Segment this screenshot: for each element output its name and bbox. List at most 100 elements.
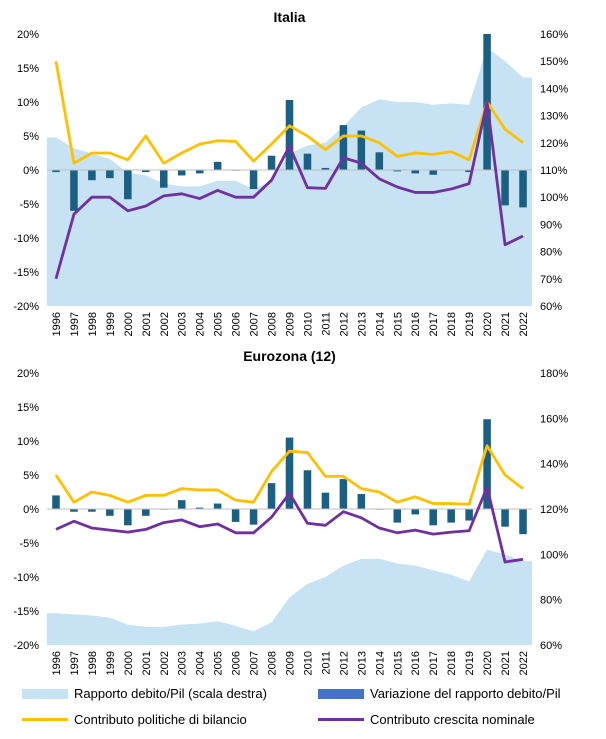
bar-debt-change-2011 [321, 167, 330, 170]
x-tick-label-1996: 1996 [51, 651, 63, 675]
chart-eurozona: Eurozona (12) -20% -15% -10% -5% 0% 5% 10% 15% 20… [13, 348, 568, 675]
line-growth-contribution [54, 100, 524, 280]
y-left-tick-label: 10% [17, 97, 39, 109]
x-tick-label-2006: 2006 [231, 651, 243, 675]
y-right-tick-label: 60% [540, 640, 562, 652]
x-tick-label-1998: 1998 [87, 312, 99, 336]
x-tick-label-2019: 2019 [464, 651, 476, 675]
bar-debt-change-2012 [339, 125, 348, 170]
bar-debt-change-2000 [124, 170, 132, 200]
bar-debt-change-2016 [411, 509, 420, 515]
y-left-tick-label: -5% [19, 538, 39, 550]
y-left-tick-label: -10% [13, 572, 39, 584]
x-tick-label-2012: 2012 [338, 312, 350, 336]
x-tick-label-2021: 2021 [500, 651, 512, 675]
x-tick-label-2022: 2022 [518, 651, 530, 675]
bar-debt-change-1996 [52, 170, 60, 173]
x-tick-label-2000: 2000 [123, 651, 135, 675]
line-growth-contribution [55, 485, 524, 564]
y-right-tick-label: 120% [540, 138, 568, 150]
x-tick-label-2003: 2003 [177, 651, 189, 675]
bar-debt-change-2021 [501, 170, 509, 206]
y-right-tick-label: 70% [540, 274, 562, 286]
x-tick-label-2009: 2009 [285, 651, 297, 675]
y-left-tick-label: -20% [13, 301, 39, 313]
bar-debt-change-2012 [339, 479, 348, 509]
bar-debt-change-2010 [303, 153, 312, 170]
y-left-tick-label: 5% [23, 470, 39, 482]
x-tick-label-2010: 2010 [302, 312, 314, 336]
bar-debt-change-2007 [249, 170, 258, 190]
bar-debt-change-2008 [267, 483, 276, 509]
x-tick-label-2005: 2005 [213, 312, 225, 336]
bar-debt-change-2022 [519, 170, 527, 208]
x-tick-label-1997: 1997 [69, 651, 81, 675]
x-tick-label-2009: 2009 [285, 312, 297, 336]
x-tick-label-2018: 2018 [446, 312, 458, 336]
bar-debt-change-2004 [195, 170, 204, 174]
bar-debt-change-2017 [429, 170, 437, 175]
line-policy-contribution [54, 444, 524, 506]
x-tick-label-1999: 1999 [105, 312, 117, 336]
x-tick-label-2004: 2004 [195, 312, 207, 336]
x-tick-label-2022: 2022 [518, 312, 530, 336]
bar-debt-change-2011 [321, 492, 330, 509]
legend-swatch-bars [318, 688, 364, 699]
bar-debt-change-2000 [124, 509, 132, 526]
bar-debt-change-2013 [357, 130, 366, 170]
bar-debt-change-2010 [303, 470, 312, 509]
x-tick-label-2008: 2008 [267, 651, 279, 675]
bar-debt-change-2002 [159, 170, 168, 188]
area-debt-ratio [47, 47, 532, 306]
x-tick-label-2018: 2018 [446, 651, 458, 675]
bar-debt-change-2022 [519, 509, 527, 535]
x-tick-label-1997: 1997 [69, 312, 81, 336]
x-tick-label-2011: 2011 [320, 312, 332, 336]
y-right-tick-label: 110% [540, 165, 568, 177]
bar-debt-change-2021 [501, 509, 509, 527]
x-tick-label-2003: 2003 [177, 312, 189, 336]
bar-debt-change-2018 [447, 509, 455, 523]
x-tick-label-2008: 2008 [267, 312, 279, 336]
legend-label-area: Rapporto debito/Pil (scala destra) [74, 686, 267, 701]
bar-debt-change-2013 [357, 494, 366, 509]
y-right-tick-label: 100% [540, 192, 568, 204]
x-tick-label-1996: 1996 [51, 312, 63, 336]
bar-debt-change-2001 [142, 509, 150, 516]
legend-label-policy: Contributo politiche di bilancio [74, 712, 247, 727]
x-tick-label-2014: 2014 [374, 312, 386, 336]
y-left-tick-label: -15% [13, 267, 39, 279]
bar-debt-change-2008 [267, 155, 276, 170]
y-right-tick-label: 130% [540, 111, 568, 123]
y-right-tick-label: 60% [540, 301, 562, 313]
bar-debt-change-2004 [195, 507, 204, 509]
bar-debt-change-2006 [231, 509, 240, 522]
bar-debt-change-2020 [483, 419, 491, 509]
x-tick-label-2001: 2001 [141, 312, 153, 336]
y-left-tick-label: 15% [17, 402, 39, 414]
x-tick-label-2013: 2013 [356, 651, 368, 675]
bar-debt-change-2019 [465, 509, 473, 521]
legend-swatch-growth [318, 718, 364, 721]
y-right-tick-label: 160% [540, 413, 568, 425]
bar-debt-change-2015 [393, 509, 402, 523]
legend-item-policy: Contributo politiche di bilancio [22, 712, 247, 727]
legend-swatch-policy [22, 718, 68, 721]
y-left-tick-label: -15% [13, 606, 39, 618]
bar-debt-change-2005 [213, 503, 222, 509]
x-tick-label-2015: 2015 [392, 312, 404, 336]
x-tick-label-2016: 2016 [410, 312, 422, 336]
x-tick-label-2016: 2016 [410, 651, 422, 675]
x-tick-label-2013: 2013 [356, 312, 368, 336]
bar-debt-change-1997 [70, 170, 78, 211]
chart-title: Italia [274, 9, 306, 25]
x-tick-label-2001: 2001 [141, 651, 153, 675]
y-right-tick-label: 100% [540, 549, 568, 561]
bar-debt-change-2017 [429, 509, 437, 526]
y-right-tick-label: 80% [540, 595, 562, 607]
x-tick-label-2010: 2010 [302, 651, 314, 675]
y-left-tick-label: -5% [19, 199, 39, 211]
chart-italia: Italia -20% -15% -10% -5% 0% 5% 10% 15% 20% 60% 70%… [13, 9, 568, 336]
x-tick-label-1998: 1998 [87, 651, 99, 675]
